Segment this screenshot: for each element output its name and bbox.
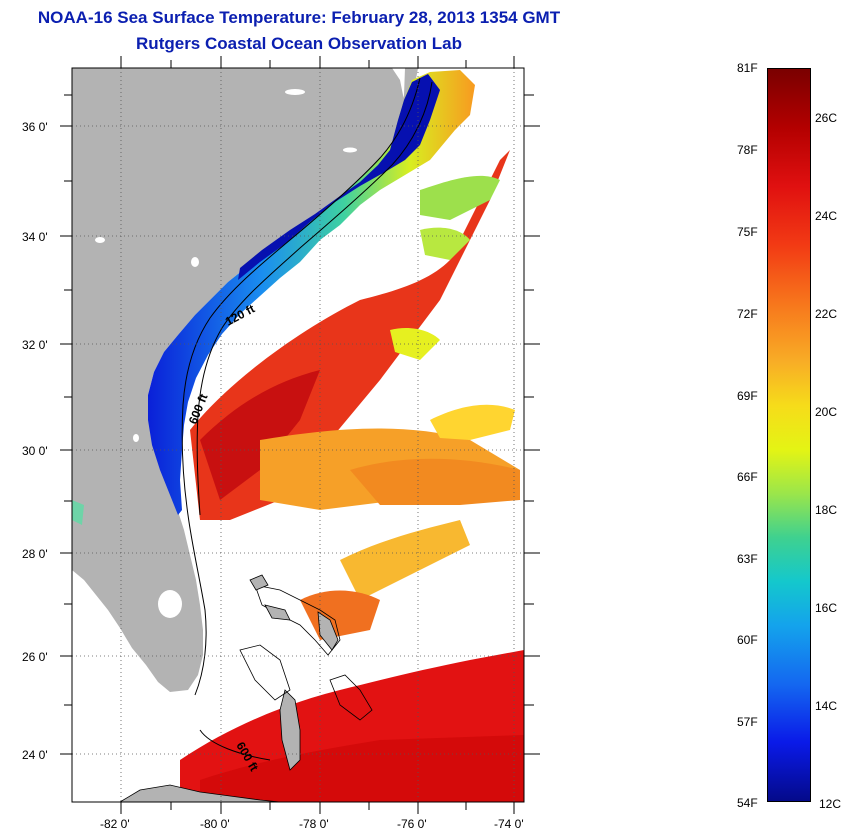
deep-cold-water [238, 74, 440, 280]
colorbar-label-66f: 66F [737, 470, 758, 484]
lat-label-32: 32 0' [22, 338, 48, 352]
colorbar-label-26c: 26C [815, 111, 838, 125]
lon-label-74: -74 0' [494, 817, 524, 831]
lon-label-76: -76 0' [397, 817, 427, 831]
colorbar-label-14c: 14C [815, 699, 838, 713]
colorbar-label-18c: 18C [815, 503, 838, 517]
colorbar-label-54f: 54F [737, 796, 758, 810]
temperature-colorbar [767, 68, 811, 802]
sst-map: 120 ft 600 ft 600 ft [22, 56, 540, 831]
colorbar-label-20c: 20C [815, 405, 838, 419]
colorbar-label-12c: 12C [819, 797, 842, 811]
lat-label-36: 36 0' [22, 120, 48, 134]
bahamas-islands [239, 574, 373, 771]
map-grid [72, 68, 524, 802]
inland-lakes [95, 89, 357, 442]
lat-label-26: 26 0' [22, 650, 48, 664]
sst-warm-patches [180, 150, 524, 802]
map-frame [71, 67, 525, 803]
cold-coastal-band [148, 70, 475, 515]
lon-label-80: -80 0' [200, 817, 230, 831]
lat-label-28: 28 0' [22, 547, 48, 561]
gulf-shelf-water [72, 500, 84, 525]
lon-label-82: -82 0' [100, 817, 130, 831]
colorbar-label-57f: 57F [737, 715, 758, 729]
colorbar-label-72f: 72F [737, 307, 758, 321]
lat-label-24: 24 0' [22, 748, 48, 762]
colorbar-label-81f: 81F [737, 61, 758, 75]
colorbar-label-16c: 16C [815, 601, 838, 615]
lat-label-34: 34 0' [22, 230, 48, 244]
map-subtitle: Rutgers Coastal Ocean Observation Lab [136, 34, 462, 53]
lon-label-78: -78 0' [299, 817, 329, 831]
colorbar-label-60f: 60F [737, 633, 758, 647]
lake-okeechobee [158, 590, 182, 618]
colorbar-label-24c: 24C [815, 209, 838, 223]
lat-label-30: 30 0' [22, 444, 48, 458]
colorbar-label-63f: 63F [737, 552, 758, 566]
colorbar-label-69f: 69F [737, 389, 758, 403]
colorbar-label-22c: 22C [815, 307, 838, 321]
axis-ticks [60, 56, 540, 814]
map-title: NOAA-16 Sea Surface Temperature: Februar… [37, 8, 561, 27]
colorbar-label-78f: 78F [737, 143, 758, 157]
colorbar-label-75f: 75F [737, 225, 758, 239]
land-mass-us [72, 68, 404, 692]
isobath-contours [181, 77, 433, 761]
